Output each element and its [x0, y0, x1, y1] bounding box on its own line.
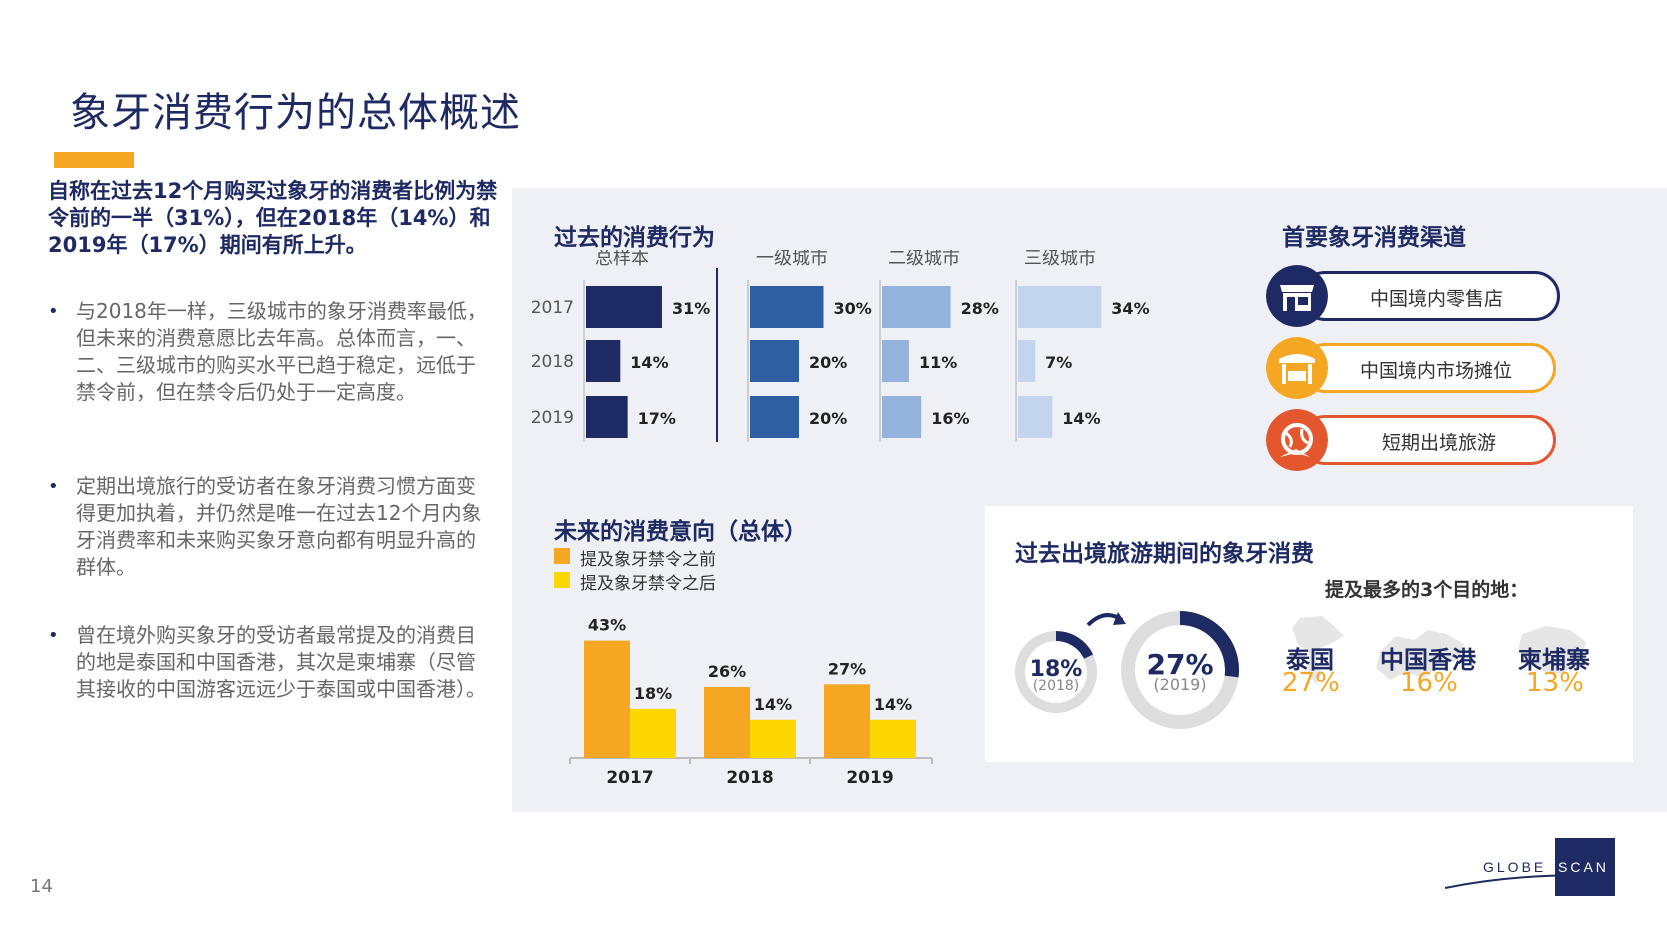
globe-plane-icon: [1266, 409, 1328, 471]
bar: [586, 396, 628, 438]
bullet-dot-icon: •: [48, 625, 59, 646]
bar: [824, 684, 870, 758]
group-header-label: 三级城市: [1024, 250, 1096, 269]
bar-value-label: 27%: [828, 659, 866, 678]
bullet-item: • 与2018年一样，三级城市的象牙消费率最低，但未来的消费意愿比去年高。总体而…: [48, 298, 488, 406]
globescan-logo: GLOBE SCAN: [1445, 838, 1615, 896]
cambodia-map-icon: [1518, 626, 1586, 674]
future-intention-title: 未来的消费意向（总体）: [554, 519, 807, 545]
thailand-map-icon: [1292, 616, 1344, 684]
donut-2019-arc: [1179, 611, 1239, 678]
title-accent-bar: [54, 152, 134, 168]
destination-name: 柬埔寨: [1518, 646, 1590, 674]
bar: [882, 396, 922, 438]
bullet-item: • 定期出境旅行的受访者在象牙消费习惯方面变得更加执着，并仍然是唯一在过去12个…: [48, 473, 488, 581]
bullet-text: 曾在境外购买象牙的受访者最常提及的消费目的地是泰国和中国香港，其次是柬埔寨（尽管…: [76, 623, 486, 701]
bullet-text: 与2018年一样，三级城市的象牙消费率最低，但未来的消费意愿比去年高。总体而言，…: [76, 299, 487, 404]
donut-2018-value: 18%: [1030, 657, 1083, 682]
bar-value-label: 31%: [672, 299, 710, 318]
store-icon: [1266, 265, 1328, 327]
destination-value: 27%: [1282, 668, 1340, 698]
bar-value-label: 20%: [809, 409, 847, 428]
destination-name: 中国香港: [1380, 646, 1476, 674]
arrow-head-icon: [1113, 612, 1126, 625]
page-number: 14: [30, 876, 53, 897]
bar: [586, 286, 662, 328]
donut-2019-year: (2019): [1153, 675, 1206, 694]
legend-before-swatch: [554, 548, 570, 564]
destinations-subtitle: 提及最多的3个目的地：: [1325, 579, 1529, 601]
group-header-label: 总样本: [595, 250, 649, 269]
x-tick-label: 2018: [726, 768, 773, 788]
year-tick-label: 2018: [531, 352, 574, 372]
bar-value-label: 14%: [630, 353, 668, 372]
bar-value-label: 14%: [754, 695, 792, 714]
legend-after-label: 提及象牙禁令之后: [580, 574, 716, 594]
bar-value-label: 18%: [634, 684, 672, 703]
bar-value-label: 43%: [588, 616, 626, 635]
channel-pill-market: [1300, 343, 1556, 393]
destination-value: 13%: [1526, 668, 1584, 698]
bar-value-label: 17%: [638, 409, 676, 428]
intro-summary: 自称在过去12个月购买过象牙的消费者比例为禁令前的一半（31%），但在2018年…: [48, 179, 498, 257]
bar-value-label: 11%: [919, 353, 957, 372]
bar: [750, 340, 799, 382]
bar-value-label: 26%: [708, 662, 746, 681]
channel-label-retail: 中国境内零售店: [1370, 288, 1504, 310]
bar: [1018, 286, 1102, 328]
donut-2018-year: (2018): [1033, 678, 1080, 694]
travel-donuts: 18% (2018) 27% (2019): [1015, 611, 1239, 729]
logo-text: GLOBE: [1483, 859, 1546, 875]
channel-label-travel: 短期出境旅游: [1382, 432, 1497, 454]
future-intention-chart: 43% 18% 2017 26% 14% 2018 27% 14% 2019: [569, 616, 933, 788]
bar: [586, 340, 621, 382]
group-header-label: 一级城市: [756, 250, 828, 269]
bar-value-label: 30%: [834, 299, 872, 318]
bar-value-label: 7%: [1045, 353, 1072, 372]
bar: [750, 396, 799, 438]
bar: [870, 719, 916, 758]
bar: [704, 687, 750, 758]
past-behavior-chart: 2017 2018 2019 总样本 31% 14% 17% 一级城市 30% 20% 20% 二级城…: [531, 250, 1150, 442]
bullet-item: • 曾在境外购买象牙的受访者最常提及的消费目的地是泰国和中国香港，其次是柬埔寨（…: [48, 622, 488, 703]
bar-value-label: 34%: [1111, 299, 1149, 318]
donut-2018-arc: [1055, 631, 1094, 660]
travel-title: 过去出境旅游期间的象牙消费: [1015, 541, 1314, 567]
bullet-dot-icon: •: [48, 476, 59, 497]
year-tick-label: 2017: [531, 298, 574, 318]
page-title: 象牙消费行为的总体概述: [70, 90, 521, 136]
bar: [882, 286, 951, 328]
group-header-label: 二级城市: [888, 250, 960, 269]
channel-label-market: 中国境内市场摊位: [1360, 360, 1513, 382]
hong-kong-map-icon: [1376, 630, 1464, 680]
bar-value-label: 20%: [809, 353, 847, 372]
logo-text-inverse: SCAN: [1558, 859, 1609, 875]
bar-value-label: 16%: [931, 409, 969, 428]
bar: [750, 286, 824, 328]
bar: [1018, 396, 1053, 438]
bar: [630, 708, 676, 758]
channel-pill-retail: [1300, 271, 1560, 321]
x-tick-label: 2017: [606, 768, 653, 788]
market-stall-icon: [1266, 337, 1328, 399]
year-tick-label: 2019: [531, 408, 574, 428]
destination-value: 16%: [1400, 668, 1458, 698]
bullet-dot-icon: •: [48, 301, 59, 322]
bar-value-label: 14%: [874, 695, 912, 714]
destination-name: 泰国: [1286, 646, 1334, 674]
channel-pill-travel: [1300, 415, 1556, 465]
past-behavior-title: 过去的消费行为: [554, 225, 715, 251]
bar: [750, 719, 796, 758]
bar: [1018, 340, 1036, 382]
bar-value-label: 28%: [961, 299, 999, 318]
bar: [584, 640, 630, 758]
bar: [882, 340, 909, 382]
bullet-text: 定期出境旅行的受访者在象牙消费习惯方面变得更加执着，并仍然是唯一在过去12个月内…: [76, 474, 482, 579]
donut-2019-value: 27%: [1146, 648, 1213, 681]
legend-after-swatch: [554, 572, 570, 588]
channels-title: 首要象牙消费渠道: [1282, 225, 1466, 251]
bar-value-label: 14%: [1062, 409, 1100, 428]
legend-before-label: 提及象牙禁令之前: [580, 550, 716, 570]
x-tick-label: 2019: [846, 768, 893, 788]
